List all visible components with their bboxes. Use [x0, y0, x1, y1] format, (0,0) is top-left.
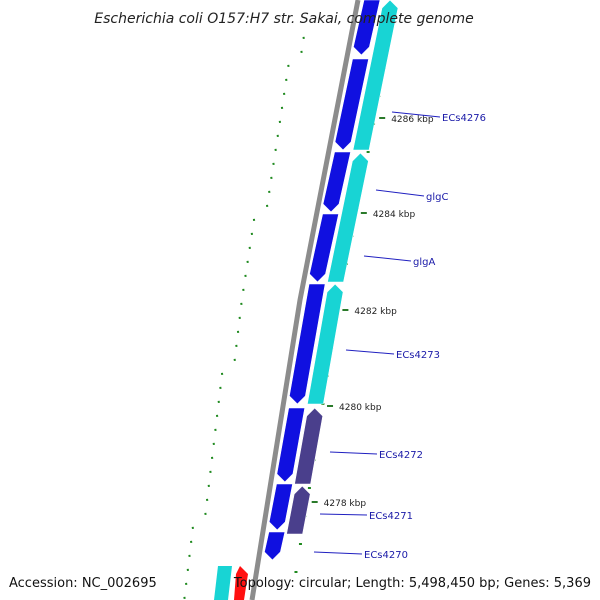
kbp-tick-label: 4280 kbp — [339, 403, 382, 413]
forward-strand-track — [264, 0, 381, 561]
gene-label: glgA — [413, 257, 435, 268]
gene-leader-line — [363, 255, 412, 262]
forward-cds — [268, 483, 293, 531]
kbp-tick-label: 4278 kbp — [324, 499, 367, 509]
gene-label: ECs4270 — [364, 550, 408, 561]
gene-leader-line — [329, 451, 378, 455]
gene-leader-line — [319, 513, 368, 516]
kbp-ticks: 4286 kbp 4284 kbp 4282 kbp 4280 kbp 4278 kbp — [311, 115, 434, 509]
gene-leader-line — [375, 189, 425, 197]
forward-cds — [309, 213, 340, 283]
forward-cds — [353, 0, 381, 56]
forward-cds — [264, 531, 286, 561]
forward-cds — [334, 58, 369, 151]
gene-label: ECs4276 — [442, 113, 486, 124]
gene-leader-line — [313, 551, 363, 555]
gene-labels: ECs4276 glgC glgA ECs4273 ECs4272 ECs4271 ECs4… — [313, 111, 486, 561]
gene-leader-line — [345, 349, 395, 355]
forward-cds — [322, 151, 351, 213]
genome-summary: Topology: circular; Length: 5,498,450 bp… — [233, 576, 591, 591]
gene-label: glgC — [426, 192, 448, 203]
map-title: Escherichia coli O157:H7 str. Sakai, com… — [94, 11, 473, 27]
reverse-strand-track — [214, 0, 399, 600]
kbp-tick-label: 4284 kbp — [373, 210, 416, 220]
reverse-cds — [214, 566, 232, 600]
forward-cds — [289, 283, 326, 405]
reverse-cds — [307, 283, 344, 405]
rna-feature — [234, 566, 248, 600]
gene-label: ECs4273 — [396, 350, 440, 361]
accession-label: Accession: NC_002695 — [9, 576, 157, 591]
reverse-cds — [327, 152, 369, 283]
gene-label: ECs4272 — [379, 450, 423, 461]
kbp-tick-label: 4282 kbp — [354, 307, 397, 317]
kbp-tick-label: 4286 kbp — [391, 115, 434, 125]
reverse-cds — [352, 0, 399, 151]
genome-backbone — [249, 0, 361, 600]
reverse-cds-alt — [294, 407, 324, 485]
gene-label: ECs4271 — [369, 511, 413, 522]
forward-cds — [276, 407, 306, 483]
gene-leader-line — [391, 111, 441, 118]
reverse-cds-alt — [286, 485, 311, 535]
